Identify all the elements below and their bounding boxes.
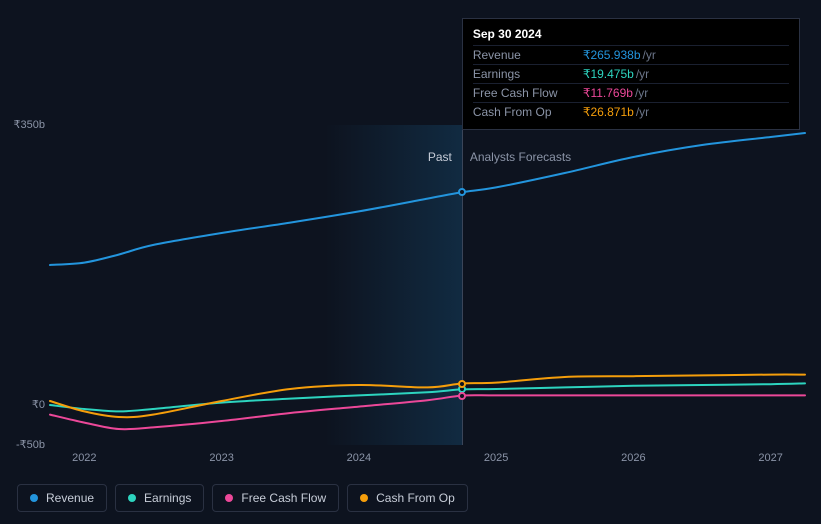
x-axis-label: 2023 [209, 452, 233, 464]
y-axis-label: ₹350b [0, 118, 45, 131]
tooltip-date: Sep 30 2024 [473, 27, 789, 45]
legend-swatch [225, 494, 233, 502]
tooltip-row: Revenue₹265.938b /yr [473, 45, 789, 64]
tooltip-row: Earnings₹19.475b /yr [473, 64, 789, 83]
tooltip-row-unit: /yr [636, 105, 649, 119]
tooltip-row-label: Cash From Op [473, 105, 583, 119]
y-axis-label: -₹50b [0, 438, 45, 451]
legend-swatch [128, 494, 136, 502]
x-axis-label: 2027 [758, 452, 782, 464]
tooltip-row-value: ₹26.871b [583, 105, 634, 119]
past-label: Past [428, 150, 452, 164]
y-axis-label: ₹0 [0, 398, 45, 411]
legend-label: Free Cash Flow [241, 491, 326, 505]
tooltip-row-unit: /yr [643, 48, 656, 62]
tooltip: Sep 30 2024 Revenue₹265.938b /yrEarnings… [462, 18, 800, 130]
tooltip-row-unit: /yr [635, 86, 648, 100]
legend-swatch [360, 494, 368, 502]
tooltip-row-value: ₹265.938b [583, 48, 641, 62]
legend: Revenue Earnings Free Cash Flow Cash Fro… [17, 484, 468, 512]
tooltip-row-unit: /yr [636, 67, 649, 81]
x-axis-label: 2024 [347, 452, 371, 464]
legend-item-fcf[interactable]: Free Cash Flow [212, 484, 339, 512]
forecast-label: Analysts Forecasts [470, 150, 571, 164]
x-axis-label: 2026 [621, 452, 645, 464]
line-series-svg [50, 125, 805, 445]
legend-label: Earnings [144, 491, 191, 505]
x-axis-label: 2022 [72, 452, 96, 464]
plot-area[interactable] [50, 125, 805, 445]
legend-swatch [30, 494, 38, 502]
legend-label: Revenue [46, 491, 94, 505]
tooltip-row-label: Free Cash Flow [473, 86, 583, 100]
tooltip-row: Cash From Op₹26.871b /yr [473, 102, 789, 121]
tooltip-row-label: Earnings [473, 67, 583, 81]
legend-label: Cash From Op [376, 491, 455, 505]
tooltip-row-value: ₹19.475b [583, 67, 634, 81]
tooltip-row-value: ₹11.769b [583, 86, 633, 100]
marker-cfo [458, 380, 466, 388]
tooltip-row: Free Cash Flow₹11.769b /yr [473, 83, 789, 102]
marker-fcf [458, 392, 466, 400]
earnings-forecast-chart[interactable]: ₹350b₹0-₹50b Past Analysts Forecasts 202… [17, 0, 805, 470]
x-axis-label: 2025 [484, 452, 508, 464]
legend-item-revenue[interactable]: Revenue [17, 484, 107, 512]
legend-item-cfo[interactable]: Cash From Op [347, 484, 468, 512]
marker-revenue [458, 188, 466, 196]
legend-item-earnings[interactable]: Earnings [115, 484, 204, 512]
tooltip-row-label: Revenue [473, 48, 583, 62]
